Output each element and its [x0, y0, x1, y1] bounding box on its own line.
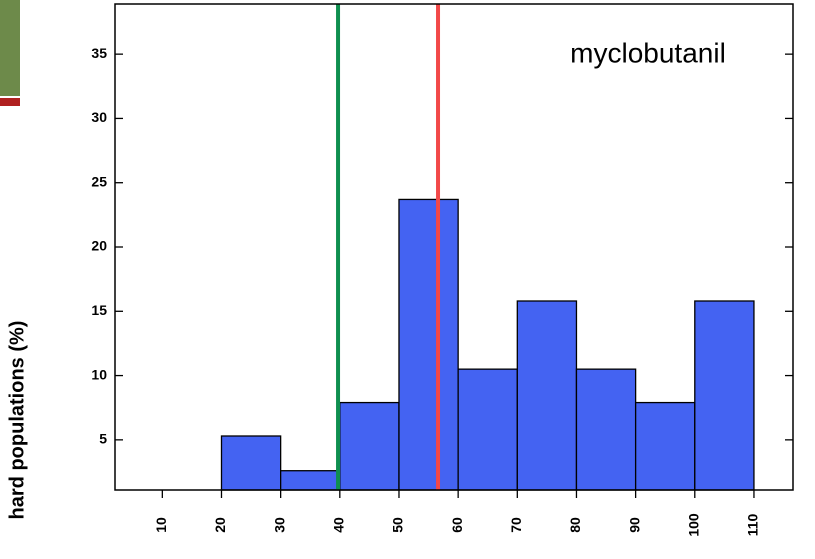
- x-tick-label: 80: [567, 517, 583, 533]
- x-tick-label: 90: [626, 517, 642, 533]
- bar: [339, 401, 400, 491]
- bar: [516, 300, 578, 491]
- y-axis-label: hard populations (%): [6, 321, 28, 520]
- x-tick-label: 60: [449, 517, 465, 533]
- thumbnail-image: [0, 0, 20, 96]
- x-tick-label: 40: [331, 517, 347, 533]
- y-tick-label: 10: [91, 366, 107, 382]
- bar: [457, 368, 518, 491]
- bar: [220, 435, 282, 491]
- bar: [398, 198, 459, 491]
- bar: [634, 401, 696, 491]
- x-tick-label: 10: [153, 517, 169, 533]
- y-tick-label: 15: [91, 302, 107, 318]
- x-tick-label: 100: [685, 513, 701, 537]
- bar: [575, 368, 637, 491]
- bar: [694, 300, 755, 491]
- y-tick-label: 30: [91, 109, 107, 125]
- annotation: myclobutanil: [570, 37, 726, 68]
- decor-bar: [0, 98, 20, 106]
- bar: [280, 470, 341, 491]
- x-tick-label: 50: [390, 517, 406, 533]
- y-tick-label: 5: [99, 431, 107, 447]
- y-tick-label: 20: [91, 238, 107, 254]
- x-tick-label: 30: [271, 517, 287, 533]
- y-tick-label: 35: [91, 45, 107, 61]
- y-tick-label: 25: [91, 173, 107, 189]
- x-tick-label: 110: [745, 513, 761, 536]
- x-tick-label: 20: [212, 517, 228, 533]
- x-tick-label: 70: [508, 517, 524, 533]
